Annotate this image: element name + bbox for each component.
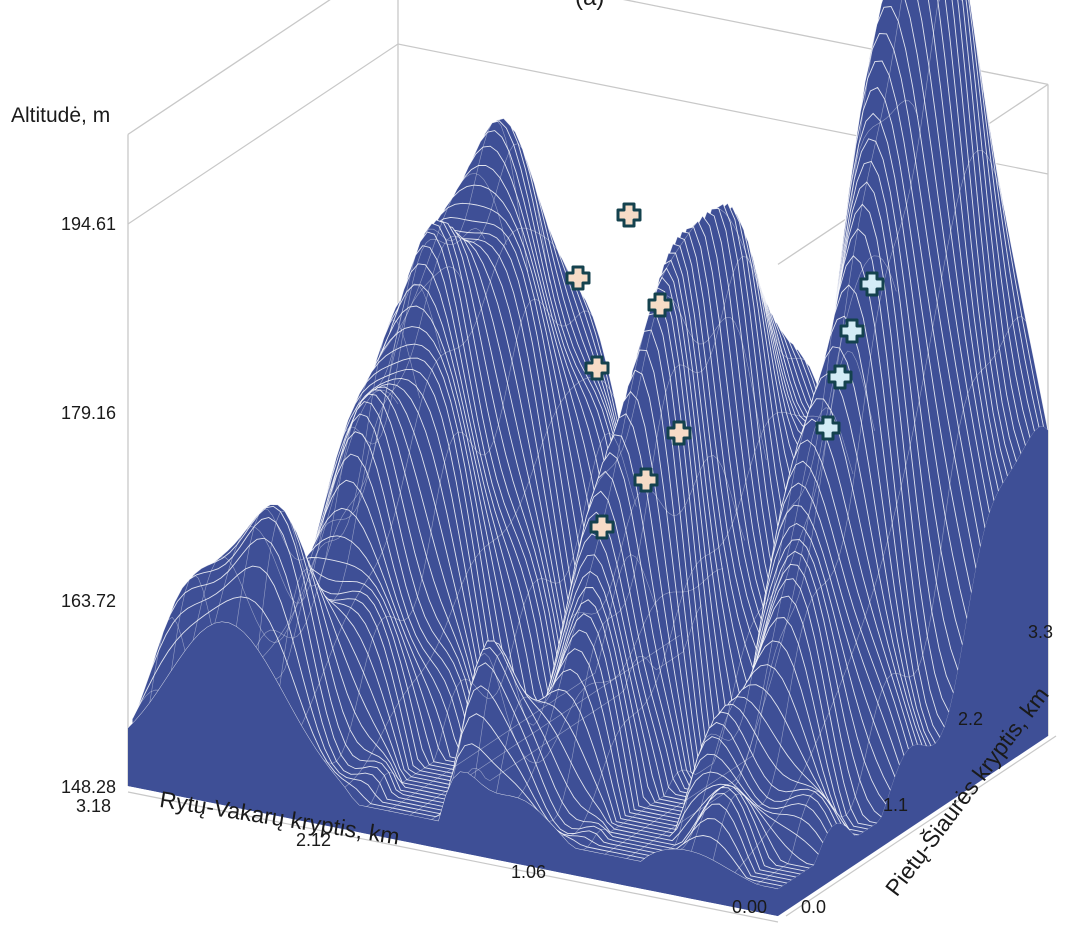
sample-marker (666, 420, 692, 446)
axis-box-front (127, 735, 1057, 923)
z-tick-label: 194.61 (60, 214, 116, 234)
surface-crossline (496, 295, 767, 794)
x-axis-line (127, 791, 779, 923)
surface-crossline (582, 407, 854, 851)
surface-crossline (192, 266, 464, 644)
surface-crossline (474, 455, 745, 779)
sample-marker (584, 355, 610, 381)
z-axis-label: Altitudė, m (11, 104, 111, 127)
surface-crossline (756, 316, 1027, 885)
y-tick-label: 3.3 (1028, 622, 1054, 642)
surface-crossline (647, 100, 919, 861)
surface-front-face (128, 622, 778, 916)
surface-crossline (561, 411, 832, 837)
surface-crossline (301, 227, 572, 726)
sample-marker (616, 202, 642, 228)
y-tick-label: 2.2 (958, 709, 984, 729)
surface-crossline (431, 604, 702, 820)
sample-marker (815, 415, 841, 441)
surface-crossline (734, 150, 1005, 873)
x-tick-label: 0.00 (732, 897, 768, 917)
x-tick-label: 3.18 (76, 796, 112, 816)
surface-mesh (127, 0, 1049, 916)
y-axis-line (785, 735, 1057, 917)
surface-crossline (344, 376, 615, 788)
sample-marker (633, 467, 659, 493)
z-tick-label: 163.72 (60, 591, 116, 611)
chart-title: (a) (575, 0, 604, 12)
surface-crossline (322, 298, 594, 764)
surface-crossline (626, 255, 897, 859)
sample-markers (565, 202, 885, 540)
surface-side-face (778, 426, 1048, 916)
surface-strip (137, 566, 787, 910)
sample-marker (859, 271, 885, 297)
surface-crossline (236, 173, 507, 627)
sample-marker (827, 364, 853, 390)
sample-marker (565, 265, 591, 291)
y-tick-label: 0.0 (801, 897, 827, 917)
surface-crossline (387, 554, 659, 812)
axis-frame-line (127, 0, 331, 135)
surface-crossline (214, 227, 485, 624)
x-tick-label: 1.06 (511, 862, 547, 882)
z-tick-label: 179.16 (60, 403, 116, 423)
sample-marker (647, 292, 673, 318)
axis-gridline (127, 43, 1049, 225)
surface-crossline (452, 568, 724, 779)
z-tick-label: 148.28 (60, 777, 116, 797)
sample-marker (589, 514, 615, 540)
x-tick-label: 2.12 (296, 830, 332, 850)
y-tick-label: 1.1 (883, 795, 909, 815)
surface-crossline (279, 143, 550, 687)
surface-crossline (539, 256, 810, 822)
surface-crossline (669, 0, 940, 851)
sample-marker (839, 318, 865, 344)
surface-crossline (712, 0, 984, 861)
surface-crossline (366, 432, 637, 807)
surface-crossline (257, 119, 529, 651)
